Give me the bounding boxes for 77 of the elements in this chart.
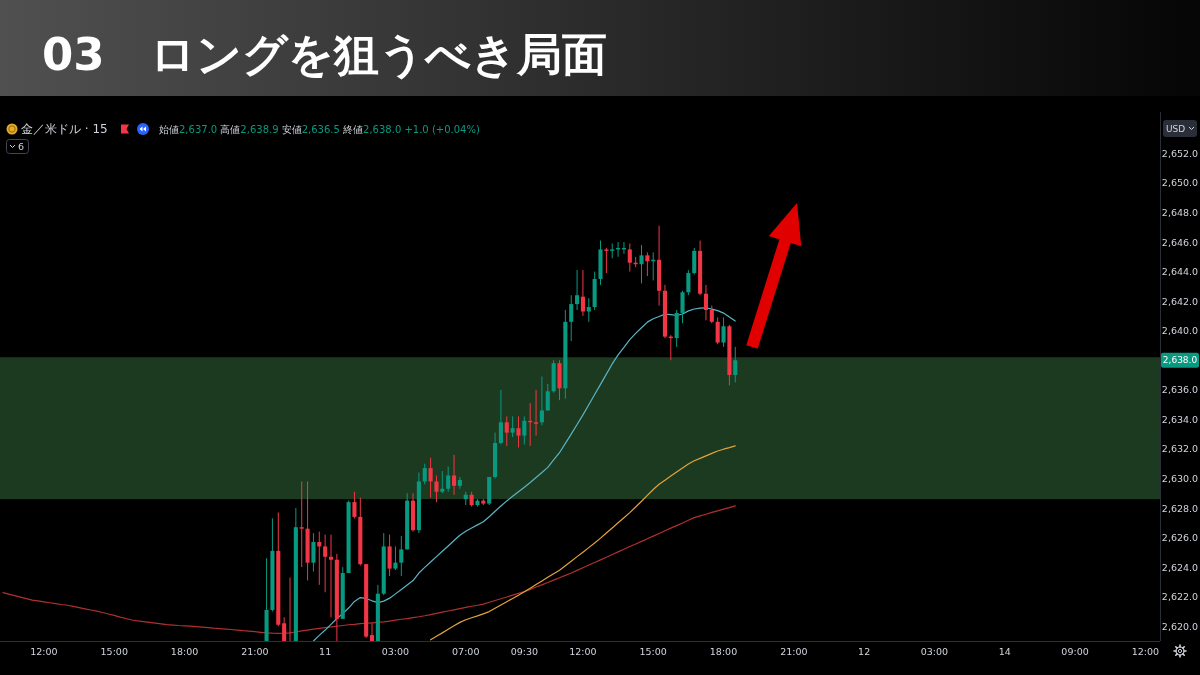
candlestick: [545, 383, 550, 411]
x-tick-label: 11: [319, 645, 332, 657]
candlestick: [422, 463, 427, 485]
y-tick-label: 2,630.0: [1161, 472, 1199, 484]
x-tick-label: 07:00: [452, 645, 480, 657]
x-tick-label: 12: [858, 645, 871, 657]
candlestick: [645, 251, 650, 277]
line-series: [430, 445, 736, 641]
y-tick-label: 2,628.0: [1161, 502, 1199, 514]
candlestick: [715, 316, 720, 345]
x-tick-label: 03:00: [381, 645, 410, 657]
x-tick-label: 18:00: [709, 645, 738, 657]
x-tick-label: 12:00: [30, 645, 58, 657]
candlestick: [504, 415, 509, 447]
candlestick: [387, 534, 392, 577]
candlestick: [721, 316, 726, 348]
candlestick: [575, 269, 580, 311]
x-tick-label: 21:00: [780, 645, 808, 657]
x-tick-label: 15:00: [639, 645, 667, 657]
candlestick: [733, 346, 738, 383]
y-tick-label: 2,650.0: [1161, 177, 1199, 189]
candlestick: [434, 475, 439, 503]
x-tick-label: 03:00: [920, 645, 949, 657]
candlestick: [446, 466, 451, 493]
y-tick-label: 2,634.0: [1161, 413, 1199, 425]
candlestick: [399, 535, 404, 577]
x-tick-label: 12:00: [569, 645, 597, 657]
text: 金／米ドル · 15: [21, 122, 108, 136]
candlestick: [457, 476, 462, 490]
candlestick: [539, 376, 544, 426]
x-tick-label: 09:30: [510, 645, 539, 657]
candlestick: [393, 545, 398, 571]
candlestick: [686, 269, 691, 296]
candlestick: [604, 247, 609, 274]
y-axis-title: USD: [1166, 123, 1186, 134]
candlestick: [299, 480, 304, 568]
candlestick: [703, 284, 709, 321]
candlestick: [569, 294, 574, 342]
x-tick-label: 12:00: [1131, 645, 1160, 657]
y-tick-label: 2,632.0: [1161, 443, 1199, 455]
y-tick-label: 2,636.0: [1161, 384, 1199, 396]
candlestick: [516, 415, 521, 448]
x-tick-label: 15:00: [100, 645, 128, 657]
candlestick: [510, 415, 515, 438]
candlestick: [692, 247, 697, 276]
y-tick-label: 2,642.0: [1161, 295, 1199, 307]
candlestick: [323, 534, 328, 593]
candlestick: [522, 415, 527, 445]
x-tick-label: 09:00: [1061, 645, 1089, 657]
candlestick: [498, 389, 503, 445]
y-tick-label: 2,646.0: [1161, 236, 1199, 248]
y-tick-label: 2,624.0: [1161, 561, 1199, 573]
candlestick: [534, 389, 539, 437]
candlestick: [639, 244, 644, 284]
y-tick-label: 2,644.0: [1161, 266, 1199, 278]
candlestick: [627, 243, 632, 273]
y-tick-label: 2,652.0: [1161, 147, 1199, 159]
annotation: 6: [18, 141, 25, 152]
candlestick: [328, 534, 334, 618]
candlestick: [580, 269, 585, 317]
candlestick: [428, 457, 433, 499]
text: 始値2,637.0 高値2,638.9 安値2,636.5 終値2,638.0 +1.0 (+0.04%): [159, 123, 480, 135]
y-tick-label: 2,648.0: [1161, 206, 1199, 218]
candlestick: [352, 491, 357, 519]
candlestick: [440, 470, 445, 494]
y-tick-label: 2,626.0: [1161, 532, 1199, 544]
y-tick-label: 2,640.0: [1161, 325, 1199, 337]
candlestick: [369, 622, 375, 641]
candlestick: [680, 290, 685, 324]
x-tick-label: 18:00: [170, 645, 199, 657]
y-tick-label: 2,620.0: [1161, 620, 1199, 632]
x-tick-label: 14: [998, 645, 1011, 657]
y-tick-label: 2,622.0: [1161, 591, 1199, 603]
chart-title: 03 ロングを狙うべき局面: [42, 28, 607, 81]
x-tick-label: 21:00: [241, 645, 269, 657]
candlestick: [311, 532, 316, 573]
candlestick: [451, 454, 457, 496]
